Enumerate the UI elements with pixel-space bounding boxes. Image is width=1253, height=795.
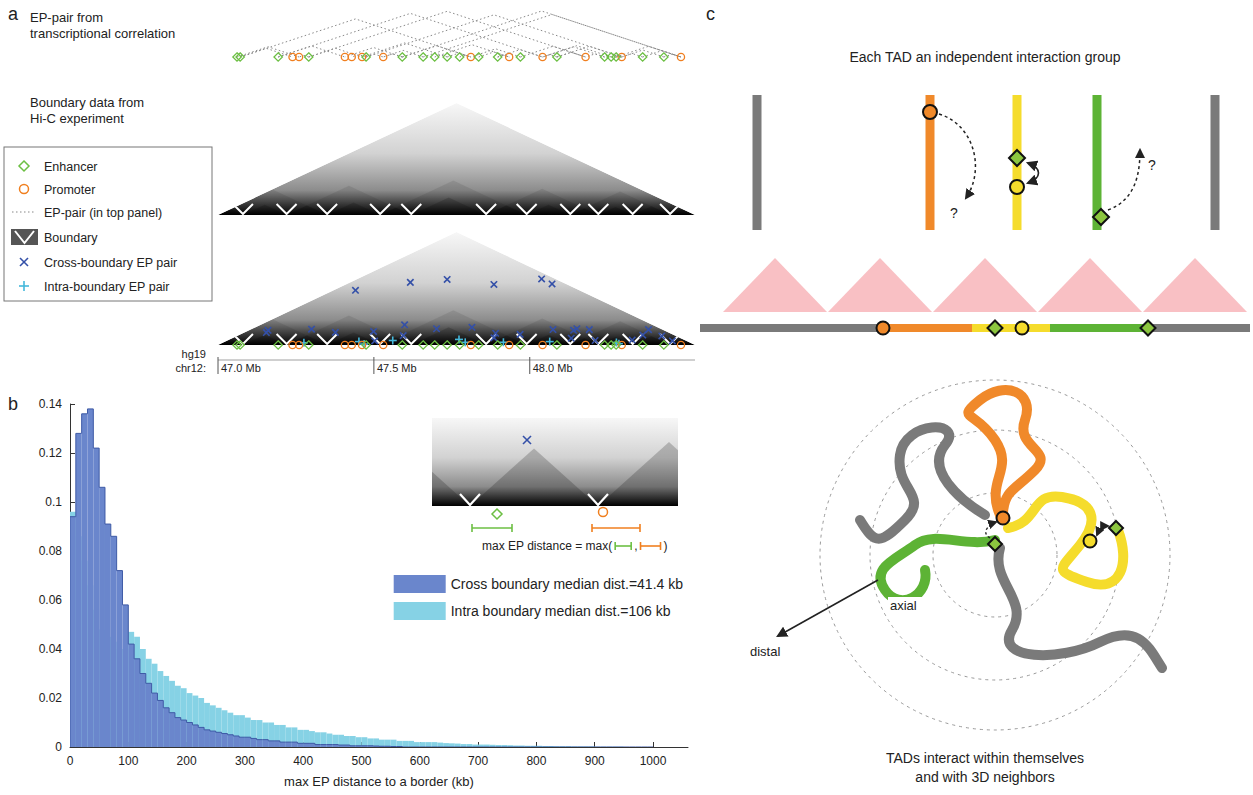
svg-text:700: 700	[468, 754, 488, 768]
svg-text:Promoter: Promoter	[44, 183, 95, 197]
svg-text:Hi-C experiment: Hi-C experiment	[30, 111, 124, 126]
svg-text:47.0 Mb: 47.0 Mb	[221, 362, 261, 374]
svg-text:and with 3D neighbors: and with 3D neighbors	[915, 769, 1054, 785]
svg-text:300: 300	[235, 754, 255, 768]
svg-text:0: 0	[67, 754, 74, 768]
svg-text:400: 400	[293, 754, 313, 768]
svg-text:c: c	[706, 4, 715, 24]
svg-text:0.12: 0.12	[39, 446, 63, 460]
svg-text:Each TAD an independent intera: Each TAD an independent interaction grou…	[849, 49, 1120, 65]
svg-text:0: 0	[55, 740, 62, 754]
svg-text:max EP distance = max(: max EP distance = max(	[482, 539, 612, 553]
svg-text:Boundary: Boundary	[44, 231, 98, 245]
svg-text:800: 800	[526, 754, 546, 768]
svg-text:48.0 Mb: 48.0 Mb	[533, 362, 573, 374]
svg-text:0.1: 0.1	[45, 495, 62, 509]
svg-text:100: 100	[118, 754, 138, 768]
svg-text:Intra boundary median dist.=10: Intra boundary median dist.=106 kb	[451, 603, 671, 619]
svg-text:distal: distal	[750, 644, 780, 659]
svg-text:EP-pair (in top panel): EP-pair (in top panel)	[44, 206, 162, 220]
svg-text:0.06: 0.06	[39, 593, 63, 607]
svg-text:1000: 1000	[640, 754, 667, 768]
svg-text:0.08: 0.08	[39, 544, 63, 558]
svg-text:200: 200	[177, 754, 197, 768]
svg-text:0.14: 0.14	[39, 397, 63, 411]
svg-text:900: 900	[585, 754, 605, 768]
svg-text:b: b	[8, 394, 18, 414]
svg-text:transcriptional correlation: transcriptional correlation	[30, 26, 175, 41]
svg-text:a: a	[8, 4, 19, 24]
svg-text:Boundary data from: Boundary data from	[30, 95, 144, 110]
svg-text:): )	[664, 539, 668, 553]
svg-text:?: ?	[1148, 157, 1156, 173]
svg-text:axial: axial	[890, 598, 917, 613]
svg-text:,: ,	[634, 539, 637, 553]
svg-text:?: ?	[950, 205, 958, 221]
svg-text:47.5 Mb: 47.5 Mb	[377, 362, 417, 374]
svg-text:max EP distance to a border (k: max EP distance to a border (kb)	[284, 774, 474, 789]
svg-text:0.04: 0.04	[39, 642, 63, 656]
svg-text:Cross boundary median dist.=41: Cross boundary median dist.=41.4 kb	[451, 576, 684, 592]
svg-text:Enhancer: Enhancer	[44, 160, 98, 174]
svg-text:Cross-boundary EP pair: Cross-boundary EP pair	[44, 256, 177, 270]
svg-text:TADs interact within themselve: TADs interact within themselves	[886, 750, 1084, 766]
svg-text:chr12:: chr12:	[175, 362, 206, 374]
svg-text:600: 600	[410, 754, 430, 768]
svg-text:500: 500	[351, 754, 371, 768]
svg-text:hg19: hg19	[182, 348, 206, 360]
svg-text:EP-pair from: EP-pair from	[30, 10, 103, 25]
svg-text:0.02: 0.02	[39, 691, 63, 705]
svg-text:Intra-boundary EP pair: Intra-boundary EP pair	[44, 280, 170, 294]
